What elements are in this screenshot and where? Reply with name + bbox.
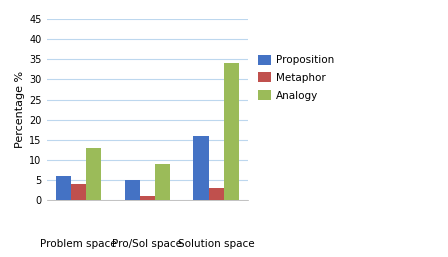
Bar [86,148,101,200]
Bar [140,196,155,200]
Bar [209,188,224,200]
Legend: Proposition, Metaphor, Analogy: Proposition, Metaphor, Analogy [255,51,337,104]
Bar [224,63,239,200]
Bar [125,180,140,200]
Bar [56,176,71,200]
Bar [155,164,170,200]
Bar [71,184,86,200]
Polygon shape [44,200,261,208]
Y-axis label: Percentage %: Percentage % [15,71,25,148]
Bar [194,136,209,200]
